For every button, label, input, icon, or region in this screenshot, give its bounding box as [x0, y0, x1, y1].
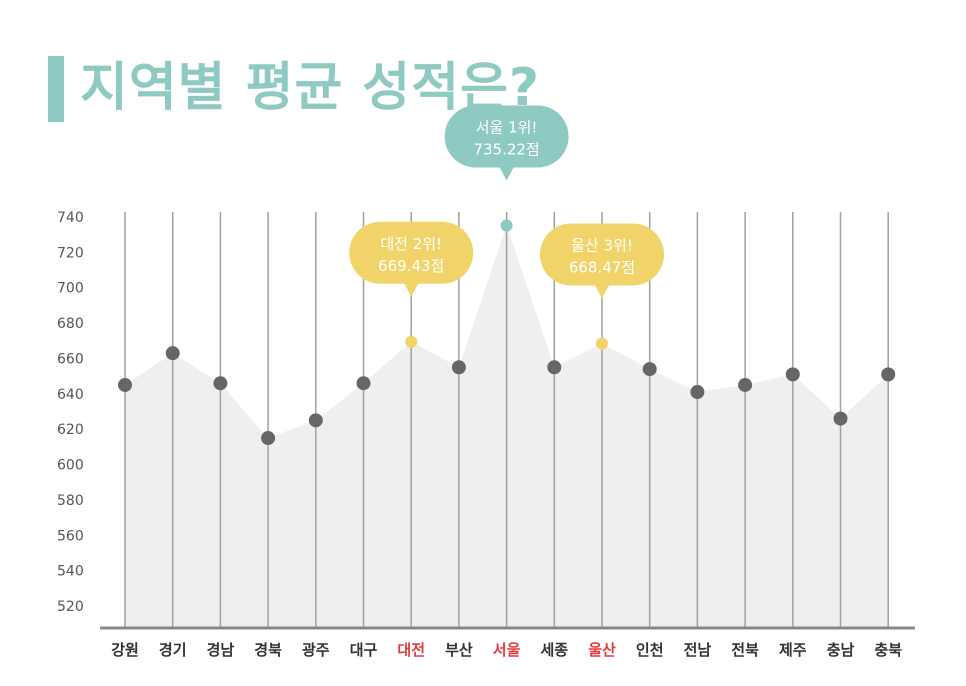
annotation-pointer	[594, 283, 610, 299]
x-tick-label-울산: 울산	[588, 641, 616, 659]
y-tick-label: 580	[57, 493, 84, 509]
x-tick-label-강원: 강원	[111, 641, 139, 659]
title-accent-bar	[48, 56, 64, 122]
page-title: 지역별 평균 성적은?	[80, 58, 541, 118]
data-point-세종	[547, 360, 562, 375]
annotation-rank-label: 울산 3위!	[571, 236, 633, 254]
y-tick-label: 560	[57, 528, 84, 544]
y-tick-label: 600	[57, 458, 84, 474]
annotation-대전: 대전 2위! 669.43점	[349, 221, 474, 297]
y-tick-label: 620	[57, 422, 84, 438]
y-tick-label: 700	[57, 281, 84, 297]
data-point-경남	[213, 376, 228, 391]
y-tick-label: 660	[57, 351, 84, 367]
x-tick-label-세종: 세종	[540, 641, 568, 659]
data-point-충북	[881, 367, 896, 382]
data-point-제주	[785, 367, 800, 382]
annotation-pointer	[498, 165, 515, 181]
y-tick-label: 720	[57, 245, 84, 261]
x-tick-label-충남: 충남	[827, 641, 855, 659]
data-point-부산	[451, 360, 466, 375]
data-point-경기	[165, 346, 180, 361]
y-tick-label: 740	[57, 210, 84, 226]
x-tick-label-인천: 인천	[636, 641, 664, 659]
annotation-score-label: 669.43점	[378, 257, 444, 275]
annotation-bubble	[540, 223, 664, 286]
annotation-rank-label: 서울 1위!	[476, 118, 538, 136]
x-tick-label-충북: 충북	[874, 641, 902, 659]
data-point-대전	[405, 335, 418, 348]
data-point-전남	[690, 385, 705, 400]
x-tick-label-부산: 부산	[445, 641, 473, 659]
annotation-울산: 울산 3위! 668.47점	[540, 223, 664, 299]
data-point-대구	[356, 376, 371, 391]
data-point-서울	[500, 219, 513, 232]
annotation-score-label: 668.47점	[569, 258, 635, 276]
y-tick-label: 540	[57, 564, 84, 580]
x-tick-label-제주: 제주	[779, 641, 807, 659]
annotation-bubble	[444, 105, 569, 168]
annotation-score-label: 735.22점	[473, 140, 539, 158]
x-tick-label-경남: 경남	[207, 641, 235, 659]
y-tick-label: 640	[57, 387, 84, 403]
x-tick-label-대전: 대전	[397, 641, 425, 659]
annotation-bubble	[349, 221, 474, 284]
annotation-pointer	[403, 281, 420, 297]
data-point-충남	[833, 411, 848, 426]
x-tick-label-경기: 경기	[159, 641, 187, 659]
x-tick-label-대구: 대구	[350, 641, 378, 659]
data-point-인천	[642, 362, 657, 377]
x-tick-label-경북: 경북	[254, 641, 282, 659]
data-point-울산	[596, 337, 608, 350]
x-tick-label-전북: 전북	[731, 641, 759, 659]
x-tick-label-서울: 서울	[493, 641, 521, 659]
y-tick-label: 680	[57, 316, 84, 332]
data-point-전북	[738, 377, 753, 392]
data-point-광주	[308, 413, 323, 428]
x-tick-label-광주: 광주	[302, 641, 330, 659]
data-point-강원	[118, 377, 132, 392]
x-tick-label-전남: 전남	[684, 641, 712, 659]
data-point-경북	[261, 431, 276, 446]
y-tick-label: 520	[57, 599, 84, 615]
annotation-서울: 서울 1위! 735.22점	[444, 105, 569, 181]
annotation-rank-label: 대전 2위!	[380, 235, 442, 253]
